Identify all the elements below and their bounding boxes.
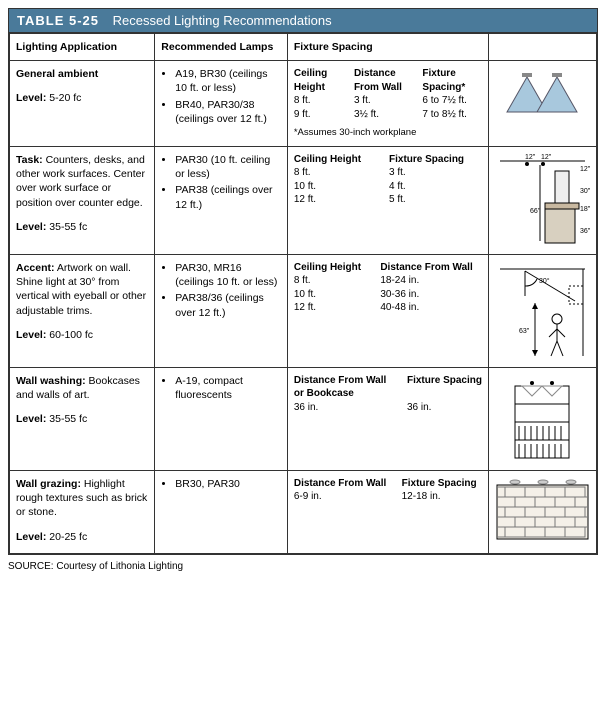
spacing-col-header: Fixture Spacing bbox=[407, 374, 482, 401]
application-title: Wall grazing: bbox=[16, 478, 81, 490]
spacing-grid: Distance From Wall Fixture Spacing 6-9 in.… bbox=[294, 477, 482, 504]
lamp-item: BR30, PAR30 bbox=[175, 477, 281, 491]
svg-text:12": 12" bbox=[525, 154, 536, 161]
lamp-item: PAR30 (10 ft. ceiling or less) bbox=[175, 153, 281, 181]
header-application: Lighting Application bbox=[9, 33, 155, 61]
spacing-cell: 12 ft. bbox=[294, 301, 370, 315]
lamp-item: BR40, PAR30/38 (ceilings over 12 ft.) bbox=[175, 98, 281, 126]
source-line: SOURCE: Courtesy of Lithonia Lighting bbox=[8, 561, 598, 572]
level-value: 60-100 fc bbox=[49, 329, 93, 341]
header-spacing: Fixture Spacing bbox=[287, 33, 488, 61]
spacing-cell: 6 to 7½ ft. bbox=[422, 94, 482, 108]
spacing-col-header: Fixture Spacing bbox=[402, 477, 482, 491]
spacing-grid: Distance From Wall or Bookcase Fixture Sp… bbox=[294, 374, 482, 415]
spacing-col-header: Fixture Spacing* bbox=[422, 67, 482, 94]
lamp-item: A19, BR30 (ceilings 10 ft. or less) bbox=[175, 67, 281, 95]
spacing-cell: 3 ft. bbox=[354, 94, 412, 108]
level-label: Level: bbox=[16, 92, 46, 104]
spacing-grid: Ceiling Height Fixture Spacing 8 ft. 3 ft. 1… bbox=[294, 153, 482, 207]
svg-text:12": 12" bbox=[580, 166, 590, 173]
spacing-cell: 4 ft. bbox=[389, 180, 482, 194]
lamp-item: A-19, compact fluorescents bbox=[175, 374, 281, 402]
spacing-cell: 12-18 in. bbox=[402, 490, 482, 504]
source-label: SOURCE: bbox=[8, 561, 54, 572]
accent-diagram-icon: 30° 63" bbox=[495, 261, 590, 361]
lamps-list: A19, BR30 (ceilings 10 ft. or less) BR40,… bbox=[161, 67, 281, 126]
spacing-cell: 6-9 in. bbox=[294, 490, 392, 504]
brick-icon bbox=[495, 477, 590, 547]
svg-text:63": 63" bbox=[519, 328, 530, 335]
application-title: Accent: bbox=[16, 262, 55, 274]
table-title-bar: TABLE 5-25 Recessed Lighting Recommendat… bbox=[8, 8, 598, 32]
level-value: 5-20 fc bbox=[49, 92, 81, 104]
application-title: Wall washing: bbox=[16, 375, 86, 387]
svg-text:30": 30" bbox=[580, 188, 590, 195]
spacing-footnote: *Assumes 30-inch workplane bbox=[294, 127, 482, 140]
spacing-cell: 8 ft. bbox=[294, 166, 379, 180]
table-row: Accent: Artwork on wall. Shine light at … bbox=[9, 254, 597, 367]
spacing-cell: 7 to 8½ ft. bbox=[422, 108, 482, 122]
header-diagram bbox=[488, 33, 597, 61]
svg-text:66": 66" bbox=[530, 208, 541, 215]
spacing-cell: 9 ft. bbox=[294, 108, 344, 122]
spacing-cell: 3½ ft. bbox=[354, 108, 412, 122]
spacing-cell: 30-36 in. bbox=[380, 288, 482, 302]
spacing-col-header: Distance From Wall bbox=[380, 261, 482, 275]
spacing-col-header: Fixture Spacing bbox=[389, 153, 482, 167]
spacing-cell: 8 ft. bbox=[294, 274, 370, 288]
svg-text:18": 18" bbox=[580, 206, 590, 213]
task-diagram-icon: 12" 12" 12" 30" 18" 36" 66" bbox=[495, 153, 590, 248]
lamps-list: BR30, PAR30 bbox=[161, 477, 281, 491]
lamps-list: PAR30 (10 ft. ceiling or less)PAR38 (cei… bbox=[161, 153, 281, 212]
spacing-col-header: Distance From Wall or Bookcase bbox=[294, 374, 397, 401]
spacing-cell: 36 in. bbox=[294, 401, 397, 415]
spacing-col-header: Ceiling Height bbox=[294, 153, 379, 167]
application-title: Task: bbox=[16, 154, 43, 166]
spacing-col-header: Ceiling Height bbox=[294, 67, 344, 94]
table-row: Task: Counters, desks, and other work su… bbox=[9, 146, 597, 254]
level-label: Level: bbox=[16, 531, 46, 543]
table-number: TABLE 5-25 bbox=[17, 13, 99, 28]
spacing-cell: 10 ft. bbox=[294, 288, 370, 302]
svg-text:12": 12" bbox=[541, 154, 552, 161]
level-label: Level: bbox=[16, 329, 46, 341]
bookcase-icon bbox=[497, 374, 587, 464]
spacing-cell: 8 ft. bbox=[294, 94, 344, 108]
level-value: 35-55 fc bbox=[49, 413, 87, 425]
spacing-cell: 12 ft. bbox=[294, 193, 379, 207]
table-row: Wall grazing: Highlight rough textures s… bbox=[9, 470, 597, 554]
application-title: General ambient bbox=[16, 68, 98, 80]
level-value: 35-55 fc bbox=[49, 221, 87, 233]
svg-text:36": 36" bbox=[580, 228, 590, 235]
lamp-item: PAR30, MR16 (ceilings 10 ft. or less) bbox=[175, 261, 281, 289]
source-text: Courtesy of Lithonia Lighting bbox=[56, 561, 183, 572]
spacing-cell: 3 ft. bbox=[389, 166, 482, 180]
level-label: Level: bbox=[16, 413, 46, 425]
cones-icon bbox=[497, 67, 587, 122]
spacing-cell: 10 ft. bbox=[294, 180, 379, 194]
spacing-cell: 18-24 in. bbox=[380, 274, 482, 288]
table-title: Recessed Lighting Recommendations bbox=[113, 13, 332, 28]
lamps-list: PAR30, MR16 (ceilings 10 ft. or less)PAR… bbox=[161, 261, 281, 320]
lamps-list: A-19, compact fluorescents bbox=[161, 374, 281, 402]
lamp-item: PAR38/36 (ceilings over 12 ft.) bbox=[175, 291, 281, 319]
spacing-grid: Ceiling Height Distance From Wall Fixture … bbox=[294, 67, 482, 121]
level-label: Level: bbox=[16, 221, 46, 233]
spacing-col-header: Ceiling Height bbox=[294, 261, 370, 275]
spacing-cell: 36 in. bbox=[407, 401, 482, 415]
spacing-cell: 5 ft. bbox=[389, 193, 482, 207]
spacing-cell: 40-48 in. bbox=[380, 301, 482, 315]
spacing-col-header: Distance From Wall bbox=[294, 477, 392, 491]
table-row: Wall washing: Bookcases and walls of art… bbox=[9, 367, 597, 470]
level-value: 20-25 fc bbox=[49, 531, 87, 543]
spacing-grid: Ceiling Height Distance From Wall 8 ft. 18-… bbox=[294, 261, 482, 315]
lamp-item: PAR38 (ceilings over 12 ft.) bbox=[175, 183, 281, 211]
header-lamps: Recommended Lamps bbox=[155, 33, 288, 61]
spacing-col-header: Distance From Wall bbox=[354, 67, 412, 94]
table-row: General ambient Level: 5-20 fc A19, BR30 … bbox=[9, 61, 597, 147]
svg-text:30°: 30° bbox=[539, 277, 550, 285]
recommendations-table: Lighting Application Recommended Lamps F… bbox=[8, 32, 598, 555]
